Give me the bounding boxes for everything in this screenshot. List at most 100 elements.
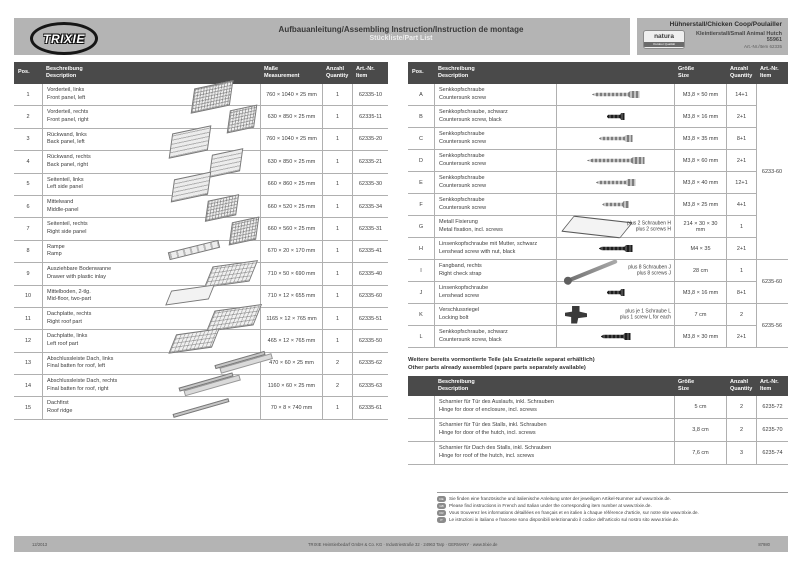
row-quantity: 1 — [726, 216, 756, 238]
table-row: Scharnier für Dach des Stalls, inkl. Sch… — [408, 442, 788, 465]
description-en: Right side panel — [47, 229, 87, 236]
row-pos: C — [408, 128, 434, 150]
metal-fixation-icon — [561, 215, 633, 238]
description-en: Left side panel — [47, 184, 83, 191]
description-de: Dachfirst — [47, 400, 69, 407]
description-de: Linsenkopfschraube mit Mutter, schwarz — [439, 240, 538, 247]
table-row: F Senkkopfschraube Countersunk screw M3,… — [408, 194, 788, 216]
row-quantity: 2 — [726, 419, 756, 442]
description-de: Dachplatte, links — [47, 333, 88, 340]
col-pos: Pos. — [18, 69, 30, 76]
row-illustration-slot — [172, 263, 260, 286]
description-de: Metall Fixierung — [439, 218, 478, 225]
row-pos: B — [408, 106, 434, 128]
description-en: Middle-panel — [47, 206, 79, 213]
row-illustration: plus 8 Schrauben J plus 8 screws J — [556, 258, 674, 283]
row-pos: L — [408, 326, 434, 348]
row-description: Senkkopfschraube Countersunk screw — [434, 150, 556, 172]
row-pos-empty — [408, 419, 434, 442]
row-quantity: 1 — [322, 397, 352, 420]
col-item: Art.-Nr. Item — [760, 65, 779, 79]
countersunk-screw-icon — [602, 201, 629, 208]
description-de: Scharnier für Tür des Stalls, inkl. Schr… — [439, 422, 547, 429]
parts-table-body: 1 Vorderteil, links Front panel, left 76… — [14, 84, 388, 420]
trixie-logo-icon: TRIXIE — [30, 22, 98, 55]
description-de: Rückwand, rechts — [47, 154, 91, 161]
table-row: 9 Ausziehbare Bodenwanne Drawer with pla… — [14, 263, 388, 286]
row-pos: E — [408, 172, 434, 194]
row-size: 7 cm — [674, 304, 726, 326]
row-description: Dachfirst Roof ridge — [42, 397, 172, 420]
row-illustration-slot — [172, 308, 260, 331]
col-pos-empty — [408, 385, 434, 387]
row-quantity: 12+1 — [726, 172, 756, 194]
table-row: A Senkkopfschraube Countersunk screw M3,… — [408, 84, 788, 106]
row-illustration-slot — [172, 151, 260, 174]
row-size: 7,6 cm — [674, 442, 726, 465]
row-measurement: 630 × 850 × 25 mm — [260, 106, 322, 129]
row-description: Metall Fixierung Metal fixation, incl. s… — [434, 216, 556, 238]
description-de: Rückwand, links — [47, 131, 87, 138]
row-item-number-merged — [756, 282, 788, 304]
table-row: 15 Dachfirst Roof ridge 70 × 8 × 740 mm … — [14, 397, 388, 420]
description-en: Roof ridge — [47, 408, 73, 415]
row-pos: 4 — [14, 151, 42, 174]
table-row: 11 Dachplatte, rechts Right roof part 11… — [14, 307, 388, 331]
row-pos: 6 — [14, 196, 42, 219]
table-row: 5 Seitenteil, links Left side panel 660 … — [14, 173, 388, 196]
table-row: L Senkkopfschraube, schwarz Countersunk … — [408, 326, 788, 348]
table-row: 13 Abschlussleiste Dach, links Final bat… — [14, 352, 388, 376]
description-en: Countersunk screw — [439, 160, 487, 167]
row-item-number: 62335-31 — [352, 218, 388, 241]
countersunk-screw-icon — [595, 179, 636, 186]
row-description: Senkkopfschraube, schwarz Countersunk sc… — [434, 326, 556, 348]
assembled-table-header: Beschreibung Description Größe Size Anza… — [408, 376, 788, 396]
table-row: 4 Rückwand, rechts Back panel, right 630… — [14, 151, 388, 174]
row-size: 28 cm — [674, 260, 726, 282]
item-number-group: 6235-60 — [756, 260, 788, 304]
description-en: Countersunk screw — [439, 138, 487, 145]
description-en: Ramp — [47, 251, 62, 258]
row-illustration — [556, 238, 674, 260]
row-description: Abschlussleiste Dach, links Final batten… — [42, 352, 172, 376]
row-item-number: 62335-40 — [352, 263, 388, 286]
row-quantity: 2 — [726, 396, 756, 419]
row-illustration: plus je 1 Schraube L plus 1 screw L for … — [556, 304, 674, 326]
row-pos: I — [408, 260, 434, 282]
row-measurement: 470 × 60 × 25 mm — [260, 352, 322, 376]
row-description: Scharnier für Tür des Auslaufs, inkl. Sc… — [434, 396, 674, 419]
row-item-number-merged — [756, 216, 788, 238]
row-pos: 13 — [14, 353, 42, 376]
row-size: M3,8 × 25 mm — [674, 194, 726, 216]
product-box: Hühnerstall/Chicken Coop/Poulailler natu… — [637, 18, 788, 55]
table-row: I Fangband, rechts Right check strap plu… — [408, 258, 788, 283]
row-illustration-slot — [172, 241, 260, 264]
description-de: Senkkopfschraube — [439, 86, 485, 93]
row-item-number-merged — [756, 304, 788, 326]
row-description: Seitenteil, links Left side panel — [42, 173, 172, 196]
footer-code: 87980 — [758, 541, 770, 547]
row-description: Dachplatte, links Left roof part — [42, 330, 172, 353]
description-en: Drawer with plastic inlay — [47, 273, 106, 280]
table-row: 1 Vorderteil, links Front panel, left 76… — [14, 84, 388, 107]
row-item-number: 6235-74 — [756, 442, 788, 465]
row-description: Vorderteil, links Front panel, left — [42, 84, 172, 107]
row-description: Mittelboden, 2-tlg. Mid-floor, two-part — [42, 285, 172, 308]
table-row: D Senkkopfschraube Countersunk screw M3,… — [408, 150, 788, 172]
description-de: Dachplatte, rechts — [47, 310, 92, 317]
description-en: Lenshead screw — [439, 292, 480, 299]
table-row: Scharnier für Tür des Stalls, inkl. Schr… — [408, 419, 788, 442]
row-measurement: 630 × 850 × 25 mm — [260, 151, 322, 174]
assembled-parts-heading: Weitere bereits vormontierte Teile (als … — [408, 357, 595, 372]
row-description: Senkkopfschraube Countersunk screw — [434, 84, 556, 106]
row-pos: G — [408, 216, 434, 238]
description-de: Seitenteil, links — [47, 176, 84, 183]
row-measurement: 1165 × 12 × 765 mm — [260, 307, 322, 331]
row-measurement: 760 × 1040 × 25 mm — [260, 128, 322, 152]
row-pos: H — [408, 238, 434, 260]
row-quantity: 1 — [322, 285, 352, 308]
description-de: Vorderteil, rechts — [47, 109, 89, 116]
row-description: Rückwand, links Back panel, left — [42, 128, 172, 152]
lenshead-screw-nut-icon — [598, 245, 633, 252]
row-pos: 12 — [14, 330, 42, 353]
